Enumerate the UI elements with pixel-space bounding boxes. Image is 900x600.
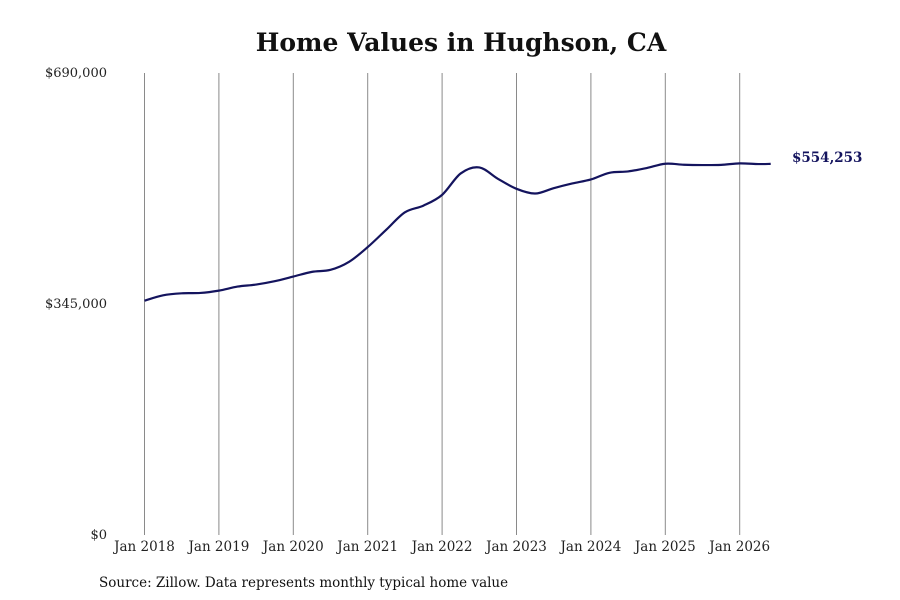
chart-title: Home Values in Hughson, CA [256, 28, 667, 57]
x-tick-label: Jan 2018 [112, 539, 175, 555]
y-axis-ticks: $0 $345,000 $690,000 [45, 66, 107, 543]
x-tick-label: Jan 2020 [261, 539, 324, 555]
x-tick-label: Jan 2022 [410, 539, 473, 555]
grid-lines [144, 73, 741, 535]
x-tick-label: Jan 2026 [707, 539, 770, 555]
end-value-label: $554,253 [792, 150, 862, 166]
y-tick-label: $0 [90, 528, 107, 543]
y-tick-label: $345,000 [45, 297, 107, 312]
x-tick-label: Jan 2025 [633, 539, 696, 555]
x-tick-label: Jan 2021 [335, 539, 398, 555]
series-line-home-value [144, 162, 771, 302]
source-note: Source: Zillow. Data represents monthly … [99, 575, 508, 591]
x-tick-label: Jan 2024 [558, 539, 621, 555]
y-tick-label: $690,000 [45, 66, 107, 81]
series-layer [144, 162, 771, 302]
x-axis-ticks: Jan 2018 Jan 2019 Jan 2020 Jan 2021 Jan 2022… [112, 539, 770, 555]
x-tick-label: Jan 2019 [186, 539, 249, 555]
x-tick-label: Jan 2023 [484, 539, 547, 555]
